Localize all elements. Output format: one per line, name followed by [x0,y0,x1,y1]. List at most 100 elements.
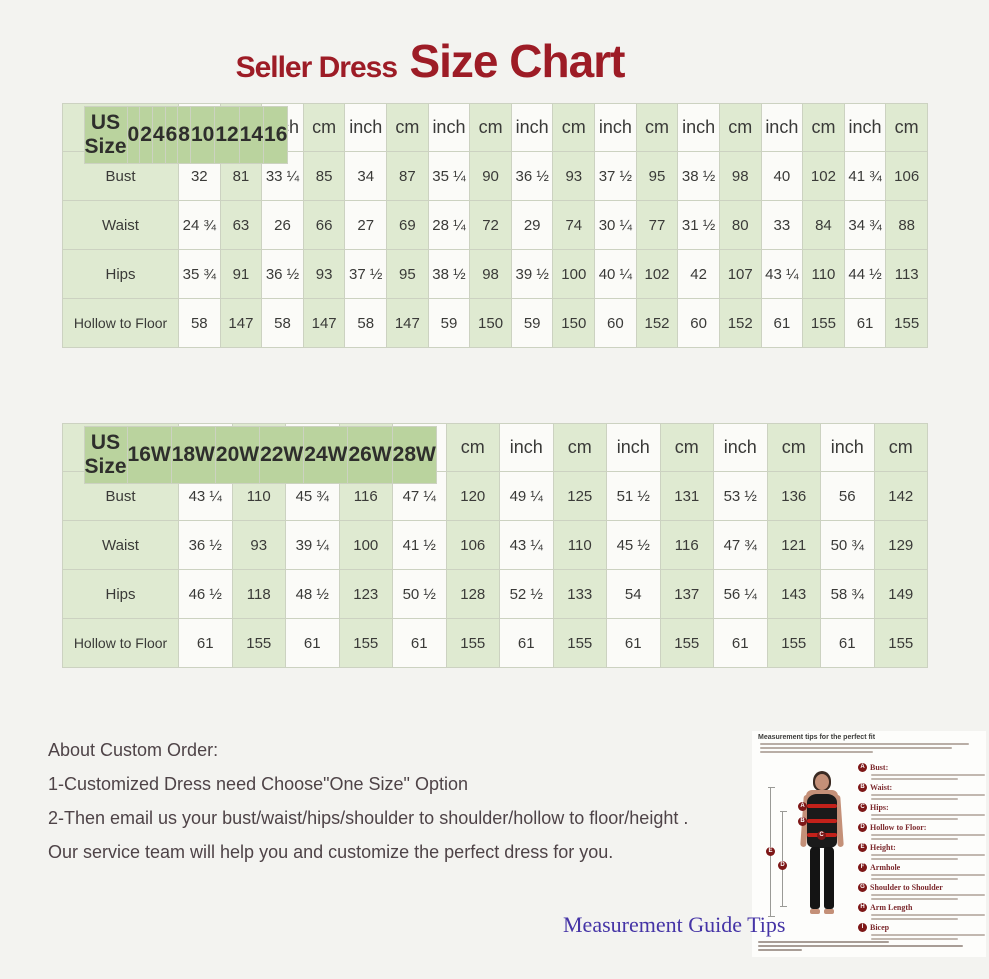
size-header-cell: 14 [238,106,265,164]
measurement-cell: 31 ½ [677,200,720,250]
measurement-cell: 56 ¼ [713,569,768,619]
measurement-cell: 155 [231,618,286,668]
measurement-cell: 66 [302,200,346,250]
guide-panel-intro-lines [760,743,978,753]
guide-panel-body: E D A B C [752,761,986,940]
measurement-cell: 37 ½ [344,249,388,299]
unit-inch-cell: inch [344,103,388,152]
measurement-cell: 147 [386,298,429,348]
guide-item-letter-badge: F [858,863,867,872]
measurement-cell: 58 [178,298,221,348]
measurement-cell: 53 ½ [713,471,768,521]
measurement-cell: 91 [219,249,263,299]
guide-item: A Bust: [858,763,986,780]
woman-figure: A B C [794,771,850,927]
unit-inch-cell: inch [713,423,768,472]
measurement-cell: 51 ½ [606,471,661,521]
us-size-corner-cell: US Size [83,106,128,164]
size-header-cell: 2 [139,106,153,164]
measurement-cell: 84 [802,200,845,250]
measurement-cell: 36 ½ [178,520,233,570]
size-header-cell: 20W [214,426,261,484]
figure-foot-right [824,909,834,914]
size-header-cell: 12 [214,106,240,164]
row-label-cell: Hips [62,249,179,299]
measurement-cell: 155 [445,618,500,668]
measurement-cell: 40 ¼ [594,249,637,299]
measurement-cell: 59 [427,298,471,348]
guide-item-label: Hips: [870,803,889,812]
title-main: Size Chart [409,35,625,87]
guide-item-label: Armhole [870,863,901,872]
measurement-cell: 61 [285,618,340,668]
guide-item: C Hips: [858,803,986,820]
unit-inch-cell: inch [677,103,720,152]
figure-leg-left [810,847,820,909]
measurement-guide-tips-label: Measurement Guide Tips [563,912,786,937]
unit-cm-cell: cm [873,423,928,472]
measurement-cell: 100 [552,249,596,299]
measurement-cell: 61 [760,298,804,348]
size-header-cell: 0 [126,106,141,164]
measurement-cell: 37 ½ [594,151,637,201]
measurement-cell: 93 [231,520,286,570]
size-header-cell: 18W [170,426,216,484]
size-header-cell: 28W [391,426,437,484]
measurement-cell: 56 [820,471,875,521]
measurement-cell: 58 ¾ [820,569,875,619]
guide-item: G Shoulder to Shoulder [858,883,986,900]
measurement-cell: 123 [338,569,393,619]
measurement-cell: 121 [766,520,821,570]
measurement-cell: 90 [469,151,512,201]
measurement-cell: 152 [635,298,679,348]
guide-item: B Waist: [858,783,986,800]
bust-band [807,804,837,808]
row-label-cell: Hollow to Floor [62,618,179,668]
unit-cm-cell: cm [445,423,500,472]
size-header-cell: 10 [189,106,216,164]
row-label-cell: Hollow to Floor [62,298,179,348]
measurement-cell: 28 ¼ [427,200,471,250]
size-table-standard: US Size0246810121416inchcminchcminchcmin… [62,103,928,348]
measurement-cell: 46 ½ [178,569,233,619]
figure-badge-b: B [798,817,807,826]
measurement-cell: 61 [843,298,887,348]
figure-badge-c: C [817,831,826,840]
measurement-cell: 45 ½ [606,520,661,570]
measurement-cell: 87 [386,151,429,201]
unit-cm-cell: cm [469,103,512,152]
measurement-cell: 155 [659,618,714,668]
measurement-cell: 58 [344,298,388,348]
guide-item-label: Arm Length [870,903,913,912]
row-label-cell: Waist [62,200,179,250]
measurement-cell: 44 ½ [843,249,887,299]
guide-item-letter-badge: I [858,923,867,932]
measurement-cell: 106 [445,520,500,570]
measurement-cell: 50 ½ [392,569,447,619]
measurement-cell: 118 [231,569,286,619]
measurement-cell: 116 [659,520,714,570]
custom-order-heading: About Custom Order: [48,740,219,760]
measurement-cell: 60 [594,298,637,348]
measurement-cell: 61 [499,618,554,668]
measurement-cell: 61 [820,618,875,668]
measurement-cell: 50 ¾ [820,520,875,570]
measurement-cell: 63 [219,200,263,250]
measurement-cell: 95 [635,151,679,201]
measurement-cell: 48 ½ [285,569,340,619]
measurement-cell: 98 [469,249,512,299]
us-size-corner-cell: US Size [83,426,128,484]
measurement-cell: 49 ¼ [499,471,554,521]
measurement-cell: 150 [552,298,596,348]
unit-cm-cell: cm [718,103,762,152]
size-header-cell: 4 [151,106,166,164]
measurement-cell: 98 [718,151,762,201]
measurement-cell: 34 ¾ [843,200,887,250]
measurement-cell: 61 [178,618,233,668]
size-header-cell: 26W [347,426,393,484]
measurement-cell: 47 ¾ [713,520,768,570]
measurement-cell: 155 [552,618,607,668]
measurement-cell: 42 [677,249,720,299]
measurement-cell: 34 [344,151,388,201]
unit-inch-cell: inch [499,423,554,472]
